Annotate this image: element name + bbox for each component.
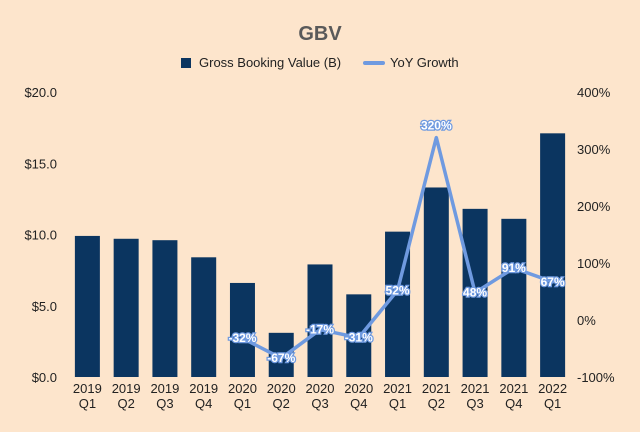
bar	[423, 187, 449, 377]
growth-data-label: -31%	[345, 331, 373, 345]
growth-data-label: 67%	[541, 275, 565, 289]
legend-bar-swatch	[181, 58, 191, 68]
x-tick-label: 2021 Q1	[383, 381, 412, 411]
bar	[501, 218, 527, 377]
bar	[74, 235, 100, 377]
growth-data-label: -17%	[306, 323, 334, 337]
x-tick-label: 2021 Q3	[461, 381, 490, 411]
x-tick-label: 2019 Q4	[189, 381, 218, 411]
x-tick-label: 2020 Q3	[306, 381, 335, 411]
chart-title: GBV	[298, 23, 342, 45]
growth-line-series	[240, 135, 555, 360]
x-tick-label: 2020 Q1	[228, 381, 257, 411]
left-tick-label: $20.0	[24, 85, 57, 100]
legend-line-label: YoY Growth	[390, 55, 459, 70]
right-tick-label: 100%	[577, 256, 611, 271]
growth-line	[240, 135, 555, 360]
right-tick-label: 300%	[577, 142, 611, 157]
legend-bar-label: Gross Booking Value (B)	[199, 55, 341, 70]
growth-data-label: -67%	[267, 351, 295, 365]
x-tick-label: 2019 Q3	[150, 381, 179, 411]
right-tick-label: 400%	[577, 85, 611, 100]
right-tick-label: 0%	[577, 313, 596, 328]
x-tick-label: 2021 Q2	[422, 381, 451, 411]
growth-data-label: 48%	[463, 286, 487, 300]
bar	[307, 264, 333, 377]
growth-data-label: -32%	[228, 331, 256, 345]
x-tick-label: 2019 Q2	[112, 381, 141, 411]
x-tick-label: 2019 Q1	[73, 381, 102, 411]
growth-data-label: 91%	[502, 261, 526, 275]
x-tick-label: 2021 Q4	[499, 381, 528, 411]
x-tick-label: 2020 Q4	[344, 381, 373, 411]
bar	[113, 238, 139, 377]
bar	[229, 282, 255, 377]
x-tick-label: 2020 Q2	[267, 381, 296, 411]
bar	[191, 257, 217, 377]
bar	[152, 240, 178, 377]
left-tick-label: $10.0	[24, 228, 57, 243]
left-tick-label: $0.0	[32, 370, 57, 385]
right-tick-label: 200%	[577, 199, 611, 214]
growth-data-label: 52%	[386, 283, 410, 297]
left-axis: $0.0 $5.0 $10.0 $15.0 $20.0	[24, 85, 57, 385]
bar	[540, 133, 566, 377]
left-tick-label: $5.0	[32, 299, 57, 314]
x-tick-label: 2022 Q1	[538, 381, 567, 411]
growth-labels: -32% -67% -17% -31% 52% 320% 48% 91% 67%	[227, 117, 566, 366]
left-tick-label: $15.0	[24, 156, 57, 171]
right-axis: -100% 0% 100% 200% 300% 400%	[577, 85, 615, 385]
bar-series	[74, 133, 566, 377]
chart-legend: Gross Booking Value (B) YoY Growth	[181, 55, 459, 70]
right-tick-label: -100%	[577, 370, 615, 385]
growth-data-label: 320%	[421, 119, 452, 133]
x-axis: 2019 Q1 2019 Q2 2019 Q3 2019 Q4 2020 Q1 2020 Q2 2020…	[73, 381, 567, 411]
